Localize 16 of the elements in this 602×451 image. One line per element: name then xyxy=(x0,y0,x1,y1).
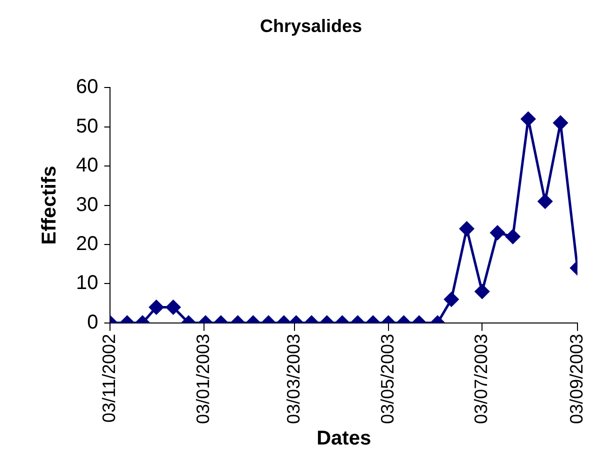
y-tick-label: 30 xyxy=(76,194,98,216)
x-axis-title: Dates xyxy=(316,428,372,450)
y-tick-label: 20 xyxy=(76,232,98,255)
y-tick-label: 50 xyxy=(76,115,98,138)
x-tick-label: 03/01/2003 xyxy=(192,334,213,424)
y-tick-label: 10 xyxy=(76,272,98,294)
chart-title: Chrysalides xyxy=(260,16,362,36)
x-tick-label: 03/11/2002 xyxy=(99,334,120,423)
x-tick-label: 03/07/2003 xyxy=(471,334,492,424)
x-tick-label: 03/09/2003 xyxy=(566,334,586,424)
x-tick-label: 03/03/2003 xyxy=(284,334,304,424)
y-axis-title: Effectifs xyxy=(38,166,61,245)
y-tick-label: 60 xyxy=(76,76,98,98)
x-tick-label: 03/05/2003 xyxy=(377,334,398,424)
y-tick-label: 0 xyxy=(87,311,98,334)
y-tick-label: 40 xyxy=(76,154,98,177)
